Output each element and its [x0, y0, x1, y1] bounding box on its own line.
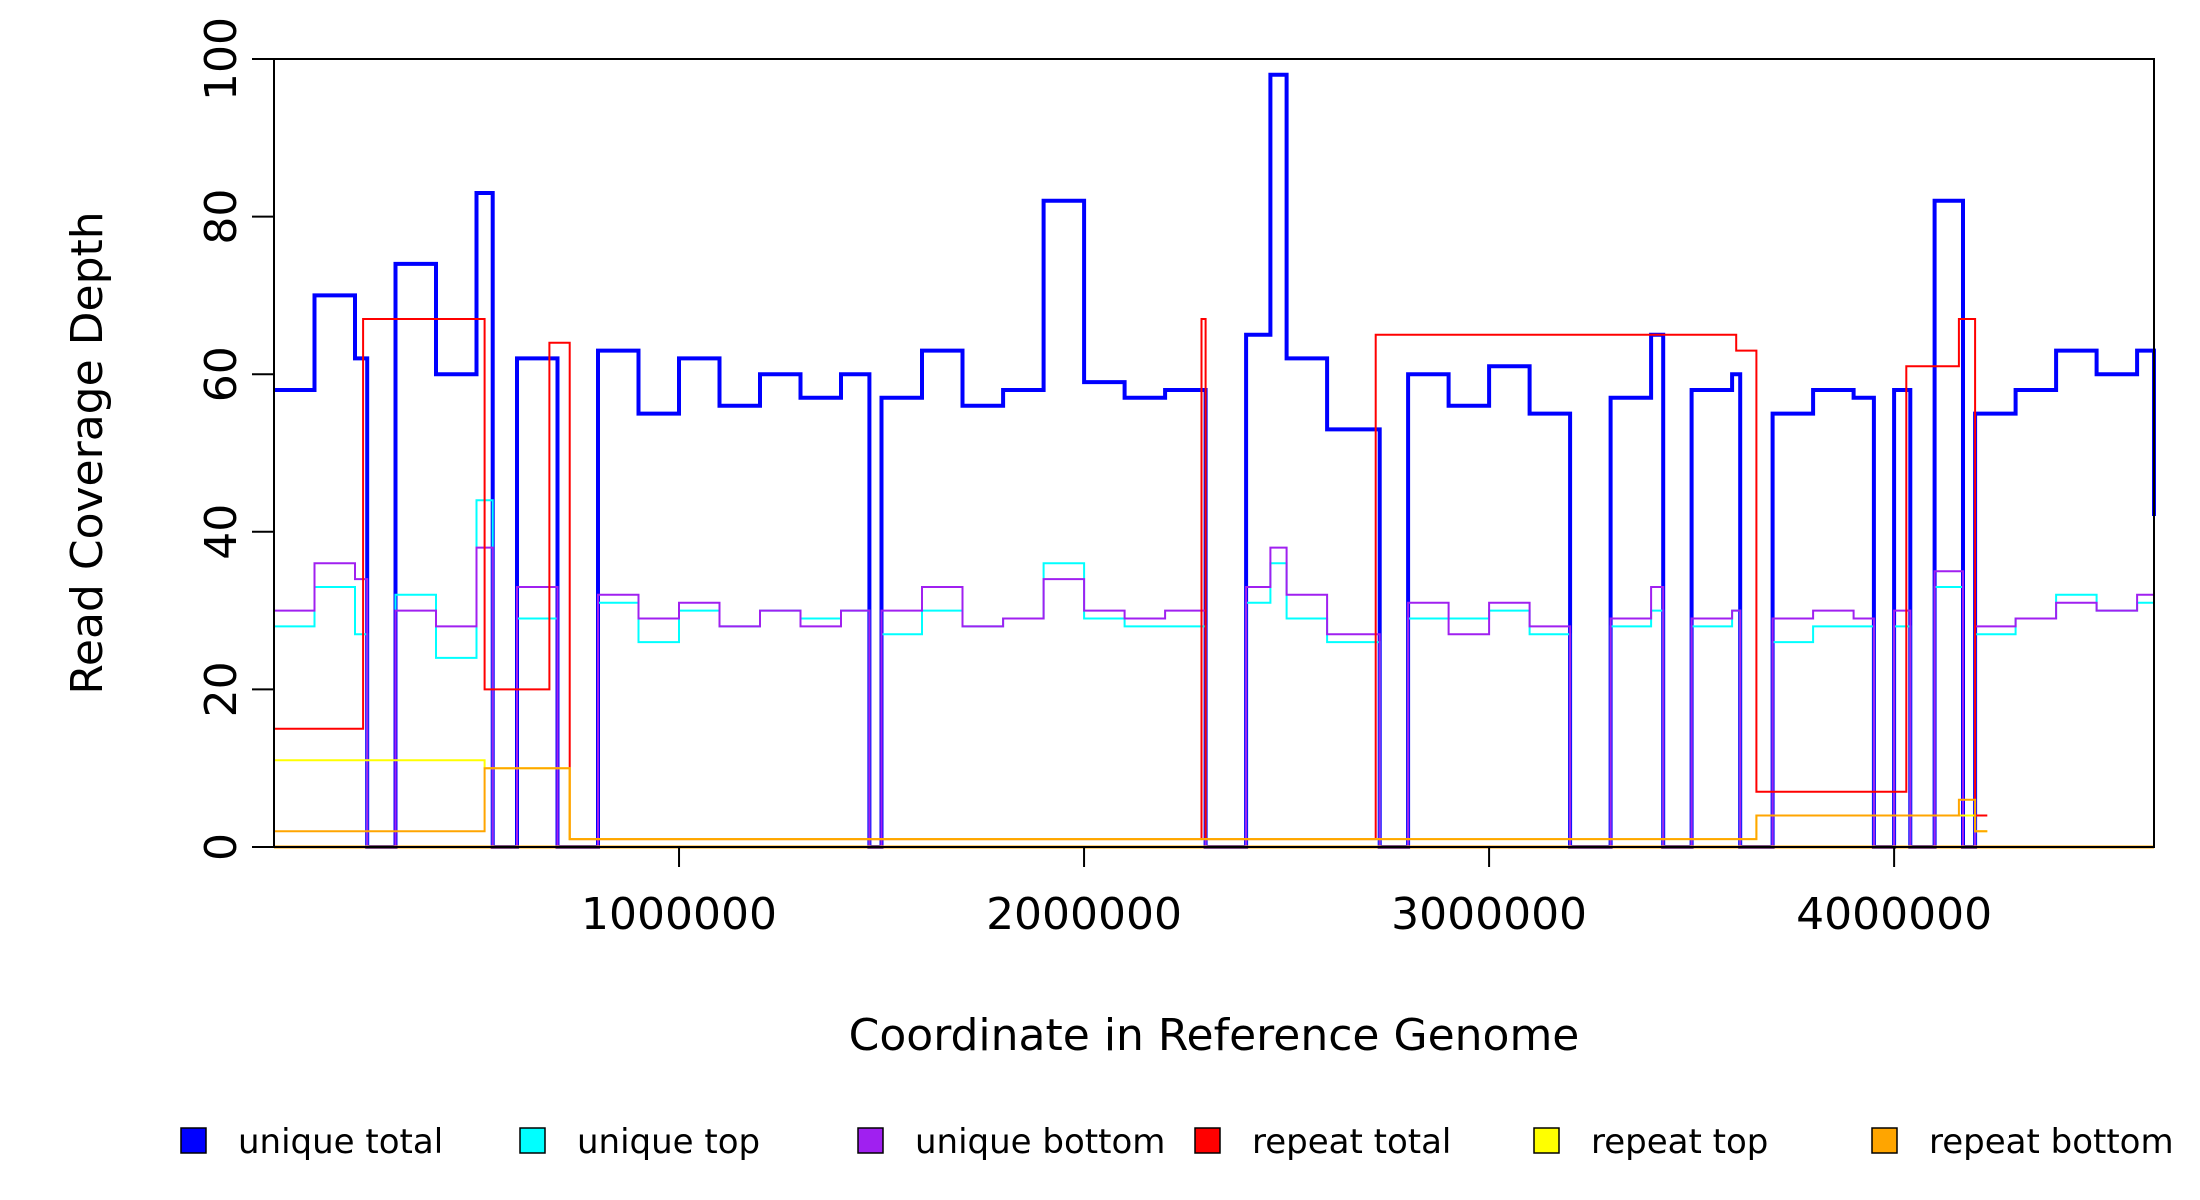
y-tick-label: 40: [196, 504, 247, 560]
legend-label: repeat top: [1591, 1122, 1768, 1162]
y-tick-label: 0: [196, 833, 247, 861]
legend-swatch: [1871, 1127, 1898, 1154]
legend-label: unique bottom: [915, 1122, 1165, 1162]
series-line-repeat-bottom: [274, 767, 1988, 841]
legend-swatch: [180, 1127, 207, 1154]
legend-swatch: [1533, 1127, 1560, 1154]
y-axis-title: Read Coverage Depth: [62, 211, 113, 694]
series-layer: [274, 72, 2156, 849]
x-axis-title: Coordinate in Reference Genome: [849, 1010, 1580, 1061]
x-tick-label: 3000000: [1391, 889, 1587, 940]
x-tick-label: 4000000: [1796, 889, 1992, 940]
plot-frame: [273, 58, 2155, 848]
series-line-repeat-top: [274, 759, 1988, 841]
legend-label: unique top: [577, 1122, 760, 1162]
legend-swatch: [519, 1127, 546, 1154]
legend-label: repeat bottom: [1929, 1122, 2174, 1162]
x-axis: 1000000 2000000 3000000 4000000: [581, 847, 1992, 940]
legend-swatch: [857, 1127, 884, 1154]
y-tick-label: 60: [196, 346, 247, 402]
y-axis: 0 20 40 60 80 100: [196, 17, 274, 861]
legend: unique total unique top unique bottom repea…: [180, 1122, 2174, 1162]
x-tick-label: 1000000: [581, 889, 777, 940]
legend-label: unique total: [238, 1122, 443, 1162]
y-tick-label: 100: [196, 17, 247, 101]
legend-label: repeat total: [1252, 1122, 1451, 1162]
x-tick-label: 2000000: [986, 889, 1182, 940]
legend-swatch: [1194, 1127, 1221, 1154]
series-line-unique-total: [274, 72, 2156, 849]
y-tick-label: 80: [196, 189, 247, 245]
y-tick-label: 20: [196, 661, 247, 717]
